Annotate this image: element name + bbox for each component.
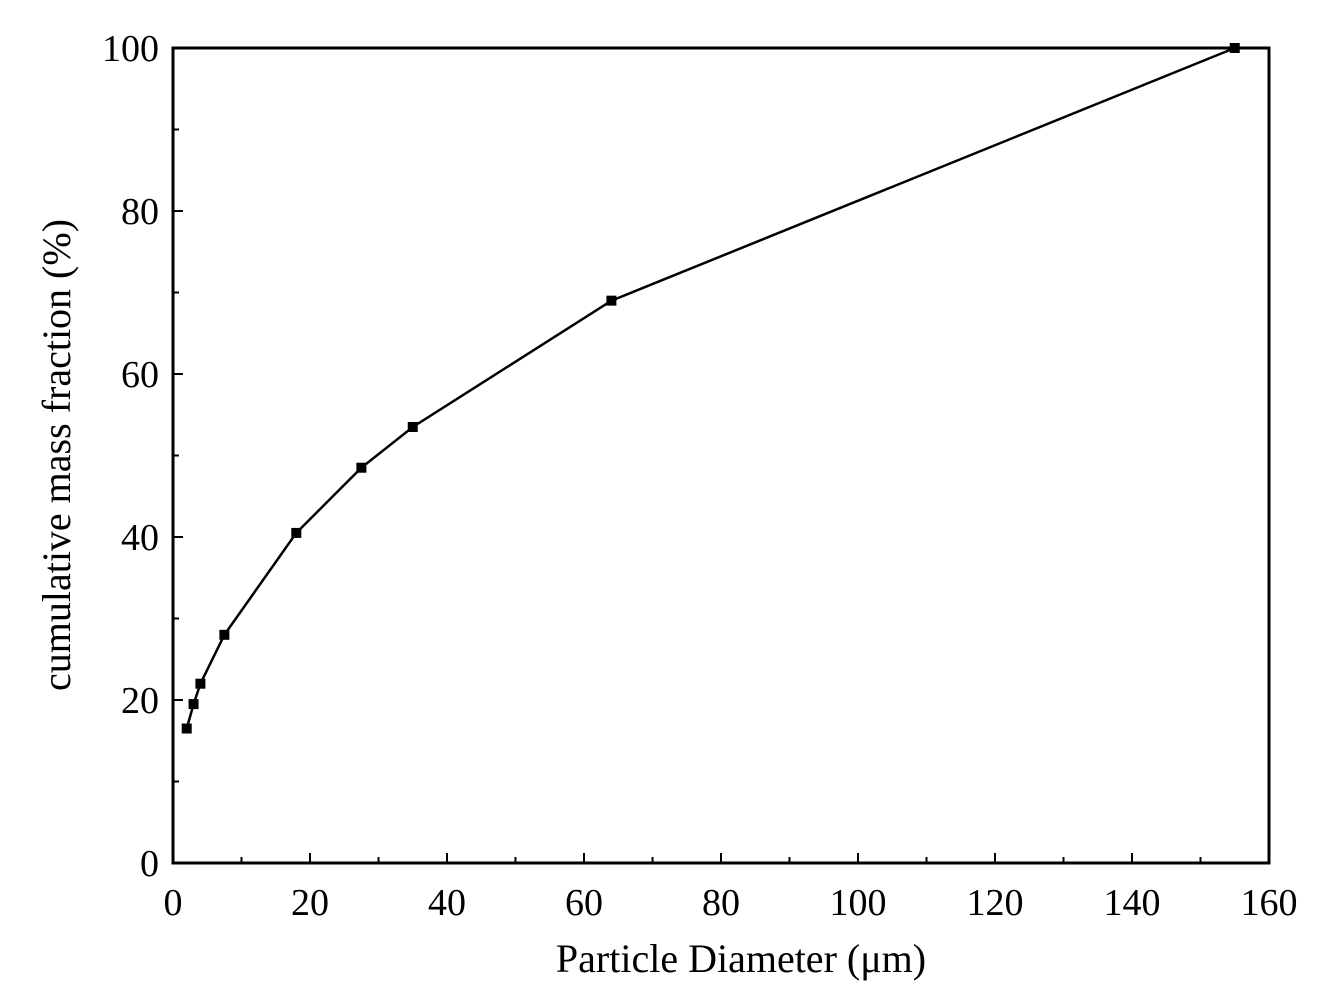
x-tick-label: 120 [967, 882, 1024, 924]
ticks-layer [172, 47, 1270, 864]
x-tick-label: 20 [291, 882, 329, 924]
y-axis-title: cumulative mass fraction (%) [34, 219, 79, 691]
y-tick-label: 40 [121, 517, 159, 559]
y-tick-label: 0 [140, 843, 159, 885]
data-point-marker [195, 678, 206, 689]
y-tick-label: 100 [102, 28, 159, 70]
data-point-marker [219, 629, 230, 640]
plot-frame [171, 46, 1271, 865]
markers-layer [181, 43, 1240, 734]
x-tick-label: 140 [1104, 882, 1161, 924]
x-tick-label: 40 [428, 882, 466, 924]
tick-labels-layer: 0 20 40 60 80 100 120 140 160 0 20 40 60 80 100 [102, 28, 1298, 924]
x-tick-label: 60 [565, 882, 603, 924]
y-tick-label: 60 [121, 354, 159, 396]
x-tick-label: 160 [1241, 882, 1298, 924]
y-tick-label: 80 [121, 191, 159, 233]
x-axis-title: Particle Diameter (μm) [556, 936, 926, 981]
data-point-marker [188, 699, 199, 710]
data-point-marker [291, 527, 302, 538]
x-tick-label: 80 [702, 882, 740, 924]
y-tick-label: 20 [121, 680, 159, 722]
x-tick-label: 100 [830, 882, 887, 924]
x-tick-label: 0 [164, 882, 183, 924]
data-point-marker [181, 723, 192, 734]
data-point-marker [407, 421, 418, 432]
data-point-marker [606, 295, 617, 306]
data-point-marker [1229, 43, 1240, 53]
data-point-marker [356, 462, 367, 473]
series-line [185, 46, 1236, 729]
